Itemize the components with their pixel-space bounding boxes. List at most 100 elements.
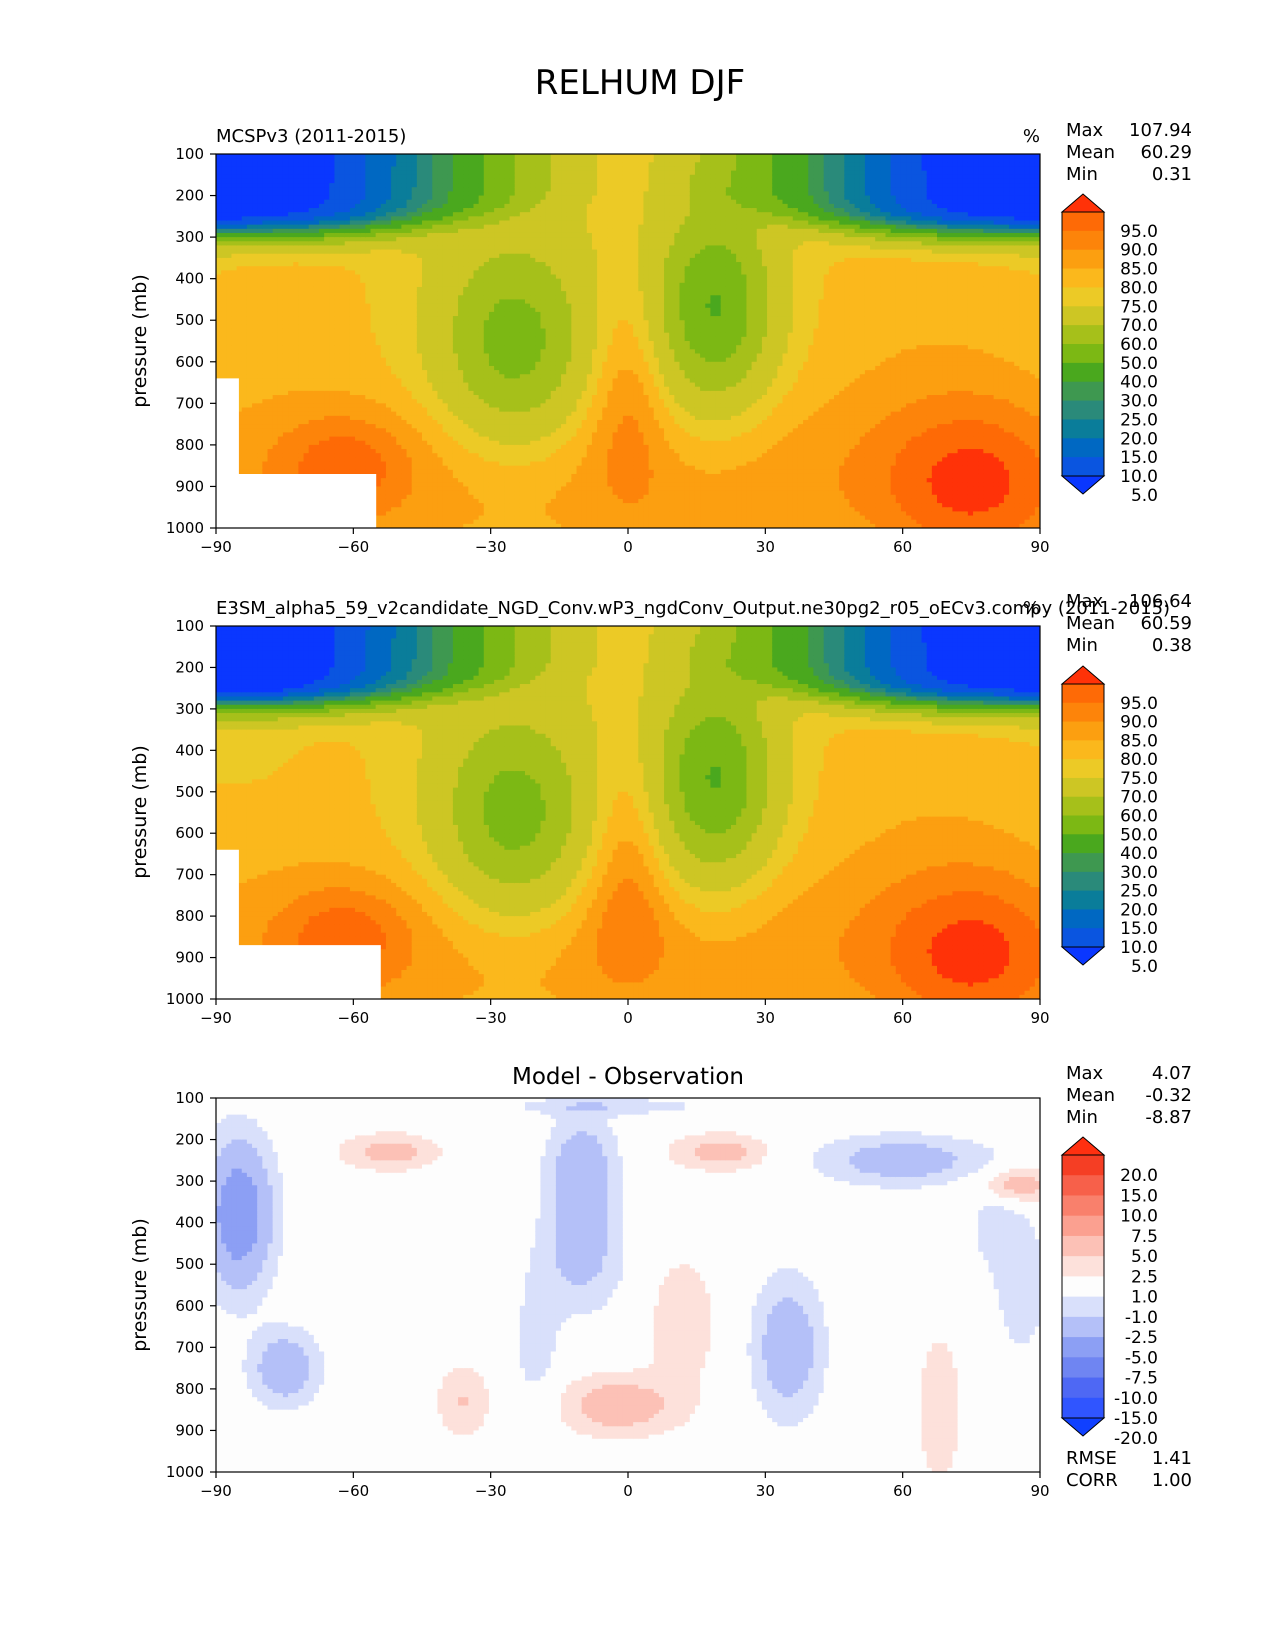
- contour-cell: [324, 428, 330, 434]
- contour-cell: [432, 365, 439, 371]
- contour-cell: [226, 316, 233, 321]
- contour-cell: [442, 257, 449, 263]
- contour-cell: [458, 237, 464, 242]
- contour-cell: [422, 515, 428, 521]
- contour-cell: [447, 220, 454, 226]
- contour-cell: [262, 286, 269, 292]
- contour-cell: [282, 341, 289, 346]
- contour-cell: [349, 432, 356, 438]
- contour-cell: [344, 237, 351, 242]
- contour-cell: [329, 453, 336, 458]
- contour-cell: [442, 419, 449, 425]
- contour-cell: [293, 361, 299, 367]
- contour-cell: [252, 444, 258, 450]
- contour-cell: [267, 286, 274, 292]
- contour-cell: [324, 220, 330, 226]
- contour-cell: [370, 353, 377, 359]
- contour-cell: [375, 245, 382, 251]
- contour-cell: [298, 270, 305, 276]
- contour-cell: [231, 316, 238, 321]
- contour-cell: [324, 299, 330, 305]
- contour-cell: [401, 469, 408, 475]
- contour-cell: [257, 336, 263, 342]
- contour-cell: [447, 278, 454, 284]
- contour-cell: [411, 307, 418, 313]
- contour-cell: [241, 449, 248, 454]
- contour-cell: [422, 498, 428, 504]
- contour-cell: [483, 407, 490, 413]
- contour-cell: [226, 307, 233, 313]
- contour-cell: [483, 353, 490, 359]
- contour-cell: [246, 370, 253, 375]
- contour-cell: [432, 478, 439, 483]
- contour-cell: [452, 166, 459, 172]
- contour-cell: [252, 382, 258, 388]
- contour-cell: [257, 370, 263, 375]
- contour-cell: [463, 245, 469, 251]
- contour-cell: [319, 419, 325, 425]
- contour-cell: [483, 523, 490, 528]
- contour-cell: [226, 311, 233, 317]
- contour-cell: [334, 374, 341, 379]
- contour-cell: [391, 341, 397, 346]
- contour-cell: [236, 166, 243, 172]
- contour-cell: [293, 403, 299, 409]
- contour-cell: [447, 187, 454, 192]
- contour-cell: [473, 249, 480, 255]
- contour-cell: [272, 353, 279, 359]
- contour-cell: [468, 303, 475, 309]
- contour-cell: [308, 411, 315, 417]
- contour-cell: [370, 349, 377, 355]
- contour-cell: [355, 299, 361, 305]
- contour-cell: [236, 361, 243, 367]
- contour-cell: [298, 203, 305, 209]
- contour-cell: [329, 353, 336, 359]
- contour-cell: [452, 274, 459, 280]
- contour-cell: [385, 228, 392, 234]
- contour-cell: [458, 220, 464, 226]
- contour-cell: [365, 220, 372, 226]
- contour-cell: [375, 407, 382, 413]
- contour-cell: [339, 228, 346, 234]
- contour-cell: [370, 270, 377, 276]
- contour-cell: [231, 370, 238, 375]
- contour-cell: [226, 174, 233, 180]
- contour-cell: [355, 399, 361, 404]
- contour-cell: [488, 444, 495, 450]
- contour-cell: [282, 257, 289, 263]
- contour-cell: [360, 415, 366, 421]
- contour-cell: [494, 278, 500, 284]
- contour-cell: [277, 428, 284, 434]
- contour-cell: [432, 336, 439, 342]
- contour-cell: [422, 478, 428, 483]
- contour-cell: [277, 224, 284, 230]
- contour-cell: [411, 390, 418, 396]
- contour-cell: [319, 382, 325, 388]
- contour-cell: [473, 436, 480, 442]
- contour-cell: [401, 440, 408, 446]
- contour-cell: [365, 274, 372, 280]
- contour-cell: [272, 374, 279, 379]
- contour-cell: [473, 257, 480, 263]
- contour-cell: [473, 390, 480, 396]
- contour-cell: [370, 228, 377, 234]
- contour-cell: [216, 212, 222, 217]
- contour-cell: [468, 515, 475, 521]
- contour-cell: [324, 316, 330, 321]
- contour-cell: [216, 191, 222, 197]
- contour-cell: [236, 465, 243, 471]
- contour-cell: [349, 166, 356, 172]
- contour-cell: [488, 469, 495, 475]
- contour-cell: [246, 166, 253, 172]
- contour-cell: [257, 183, 263, 188]
- contour-cell: [277, 436, 284, 442]
- contour-cell: [488, 286, 495, 292]
- contour-cell: [288, 307, 294, 313]
- contour-cell: [370, 162, 377, 168]
- contour-cell: [416, 519, 423, 525]
- contour-cell: [246, 419, 253, 425]
- contour-cell: [406, 154, 413, 159]
- contour-cell: [375, 473, 382, 479]
- contour-cell: [360, 245, 366, 251]
- contour-cell: [478, 336, 485, 342]
